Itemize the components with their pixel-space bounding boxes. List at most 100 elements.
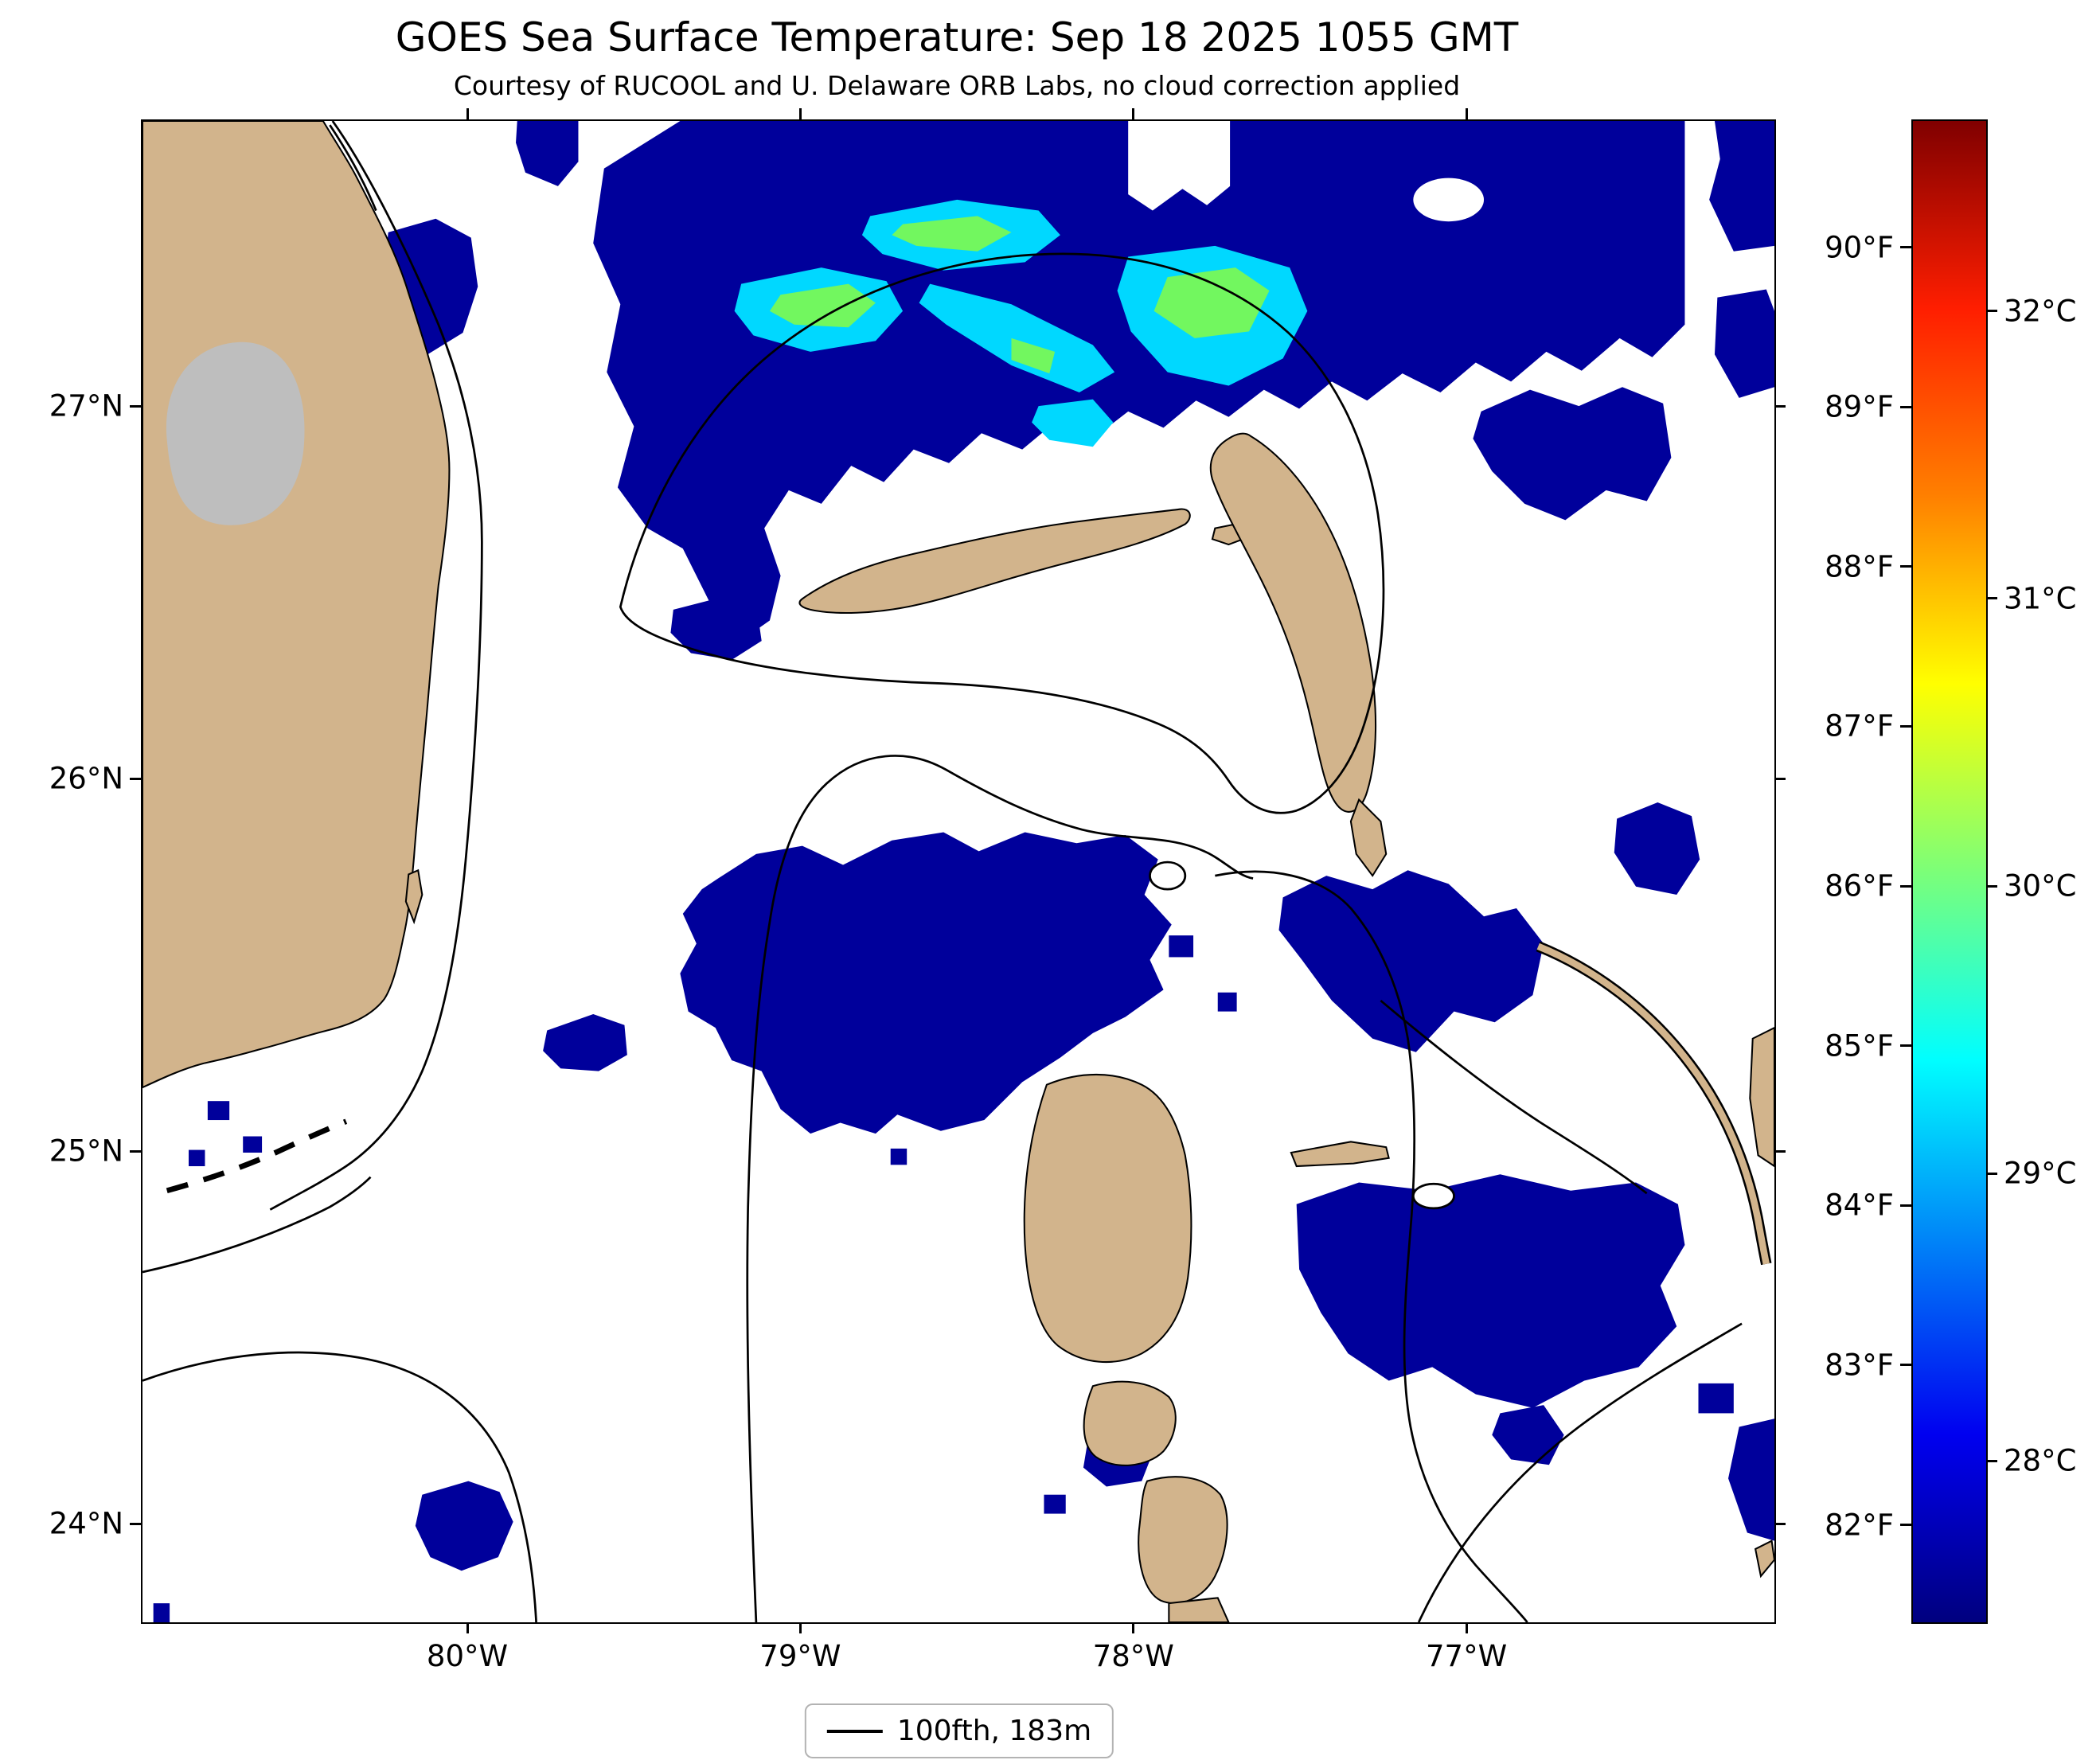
- sst-cold-pixel: [1169, 935, 1194, 958]
- sst-cold-top-right-corner: [1709, 121, 1774, 252]
- sst-cold-bottom-left-blob: [415, 1481, 513, 1571]
- sst-green-cores: [769, 216, 1270, 374]
- sst-cold-pixel: [890, 1148, 908, 1165]
- colorbar-f-tick-mark: [1900, 1364, 1911, 1367]
- contour-florida-lagoon: [329, 124, 377, 212]
- sst-cold-pixel: [1217, 992, 1237, 1012]
- y-tick-mark-right: [1774, 1149, 1786, 1153]
- contour-southeast: [1417, 1322, 1743, 1622]
- y-tick-mark-right: [1774, 777, 1786, 780]
- legend: 100fth, 183m: [804, 1703, 1114, 1758]
- warm-filament-cyan: [919, 283, 1115, 393]
- colorbar-f-label: 89°F: [1825, 389, 1894, 424]
- sst-cold-pixel: [243, 1136, 263, 1153]
- x-tick-mark-top: [798, 108, 802, 119]
- berry-islands: [1290, 1141, 1390, 1168]
- x-tick-mark-top: [466, 108, 469, 119]
- plot-title: GOES Sea Surface Temperature: Sep 18 202…: [395, 14, 1519, 60]
- x-tick-label: 78°W: [1092, 1639, 1174, 1673]
- warm-filament-cyan: [1032, 399, 1114, 447]
- abaco-south-tail: [1349, 798, 1388, 877]
- contour-nassau-eleuthera: [1380, 999, 1648, 1195]
- map-svg: [142, 121, 1774, 1622]
- right-edge-island-sliver: [1749, 1026, 1774, 1168]
- colorbar-f-label: 84°F: [1825, 1188, 1894, 1223]
- sst-cold-top-small: [516, 121, 579, 186]
- colorbar-c-tick-mark: [1986, 310, 1997, 313]
- colorbar-f-label: 85°F: [1825, 1028, 1894, 1063]
- sst-cold-regions: [153, 121, 1774, 1622]
- contour-below-keys: [142, 1176, 372, 1274]
- colorbar-f-tick-mark: [1900, 565, 1911, 568]
- colorbar-c-tick-mark: [1986, 1172, 1997, 1175]
- colorbar-f-tick-mark: [1900, 405, 1911, 408]
- florida-keys-dashes: [166, 1118, 348, 1194]
- right-edge-island-bit: [1754, 1540, 1774, 1579]
- sst-cold-pixel: [207, 1101, 230, 1121]
- grand-bahama-island: [798, 508, 1191, 614]
- contour-southwest-bank: [142, 1351, 537, 1622]
- eleuthera-arc: [1536, 942, 1770, 1265]
- colorbar-c-tick-mark: [1986, 597, 1997, 600]
- y-tick-label: 24°N: [49, 1506, 123, 1541]
- colorbar-f-tick-mark: [1900, 724, 1911, 728]
- sst-cold-pixel: [1698, 1383, 1734, 1414]
- colorbar-f-label: 82°F: [1825, 1508, 1894, 1543]
- nodata-hole: [1413, 178, 1485, 222]
- plot-subtitle: Courtesy of RUCOOL and U. Delaware ORB L…: [453, 70, 1461, 101]
- contour-little-bahama-bank: [619, 252, 1385, 814]
- colorbar-f-tick-mark: [1900, 884, 1911, 888]
- florida-coast-sliver: [404, 868, 424, 925]
- x-tick-mark-top: [1132, 108, 1135, 119]
- x-tick-mark: [466, 1622, 469, 1633]
- y-tick-mark-right: [1774, 404, 1786, 408]
- sst-cold-right-edge-upper: [1714, 289, 1774, 398]
- great-abaco-island: [1209, 432, 1377, 813]
- x-tick-label: 80°W: [426, 1639, 509, 1673]
- colorbar: [1911, 119, 1988, 1624]
- colorbar-f-tick-mark: [1900, 1524, 1911, 1527]
- sst-cold-pixel: [153, 1603, 170, 1622]
- sst-cold-detached-blob: [670, 597, 762, 660]
- sst-cold-right-edge-mid: [1614, 802, 1700, 895]
- contour-florida-offshore: [269, 121, 483, 1211]
- y-tick-mark-right: [1774, 1522, 1786, 1525]
- colorbar-c-label: 28°C: [2004, 1443, 2077, 1478]
- depth-contours: [142, 121, 1743, 1622]
- x-tick-mark: [798, 1622, 802, 1633]
- colorbar-f-label: 83°F: [1825, 1348, 1894, 1383]
- colorbar-c-tick-mark: [1986, 884, 1997, 888]
- y-tick-mark: [130, 1149, 141, 1153]
- y-tick-label: 25°N: [49, 1134, 123, 1169]
- sst-cold-pixel: [188, 1149, 205, 1167]
- sst-cold-right-edge-bottom: [1728, 1419, 1774, 1541]
- sst-cold-southeast-tail: [1492, 1405, 1564, 1465]
- x-tick-mark-top: [1465, 108, 1468, 119]
- x-tick-mark: [1132, 1622, 1135, 1633]
- sst-cold-east-of-abaco: [1473, 387, 1672, 521]
- cloud-mask: [166, 341, 305, 525]
- colorbar-f-label: 90°F: [1825, 230, 1894, 264]
- colorbar-f-tick-mark: [1900, 1044, 1911, 1048]
- contour-great-bahama-bank-east: [1215, 870, 1528, 1622]
- sst-cold-mid-channel-east: [1278, 870, 1544, 1052]
- sst-cold-north-mass: [593, 121, 1685, 640]
- warm-filament-green: [769, 283, 876, 328]
- colorbar-f-tick-mark: [1900, 1204, 1911, 1207]
- colorbar-c-tick-mark: [1986, 1459, 1997, 1462]
- sst-warm-filaments: [734, 199, 1308, 447]
- contour-great-bahama-bank-west: [746, 755, 1254, 1622]
- sst-cold-mid-west-arm: [543, 1014, 627, 1071]
- y-tick-label: 26°N: [49, 761, 123, 796]
- colorbar-c-label: 32°C: [2004, 294, 2077, 329]
- andros-island-south-1: [1083, 1380, 1177, 1466]
- contour-new-providence-ring: [1411, 1182, 1455, 1210]
- colorbar-f-label: 88°F: [1825, 549, 1894, 584]
- colorbar-f-label: 86°F: [1825, 868, 1894, 903]
- y-tick-mark: [130, 777, 141, 780]
- andros-island-south-2: [1138, 1476, 1228, 1605]
- warm-filament-green: [1011, 338, 1056, 374]
- sst-cold-mid-channel-west: [680, 832, 1172, 1134]
- x-tick-label: 79°W: [759, 1639, 841, 1673]
